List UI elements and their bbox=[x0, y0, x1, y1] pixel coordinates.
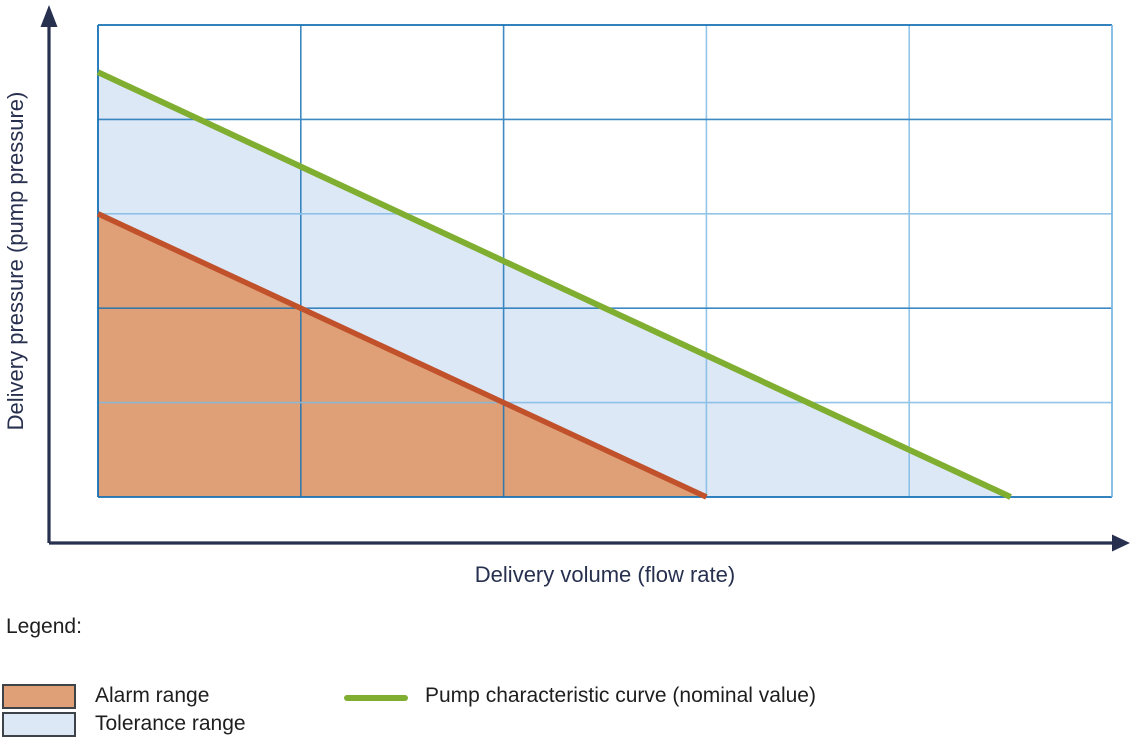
legend-swatch-tolerance-range bbox=[2, 712, 76, 737]
y-axis-label: Delivery pressure (pump pressure) bbox=[3, 91, 28, 431]
chart-canvas bbox=[40, 5, 1130, 552]
legend-label-tolerance-range: Tolerance range bbox=[95, 712, 246, 735]
legend-label-pump-curve: Pump characteristic curve (nominal value… bbox=[425, 684, 816, 707]
pump-curve-line bbox=[96, 69, 1012, 500]
plot-border bbox=[97, 24, 1113, 498]
legend-swatch-pump-curve bbox=[344, 695, 408, 701]
legend-title: Legend: bbox=[6, 615, 82, 638]
x-axis-arrow-icon bbox=[1112, 534, 1130, 552]
chart-series bbox=[96, 69, 1012, 500]
x-axis-label: Delivery volume (flow rate) bbox=[474, 562, 736, 587]
y-axis-arrow-icon bbox=[40, 5, 58, 27]
legend-swatch-alarm-range bbox=[2, 684, 76, 709]
legend-label-alarm-range: Alarm range bbox=[95, 684, 210, 707]
axes bbox=[40, 5, 1130, 552]
alarm-limit-line bbox=[96, 211, 708, 500]
